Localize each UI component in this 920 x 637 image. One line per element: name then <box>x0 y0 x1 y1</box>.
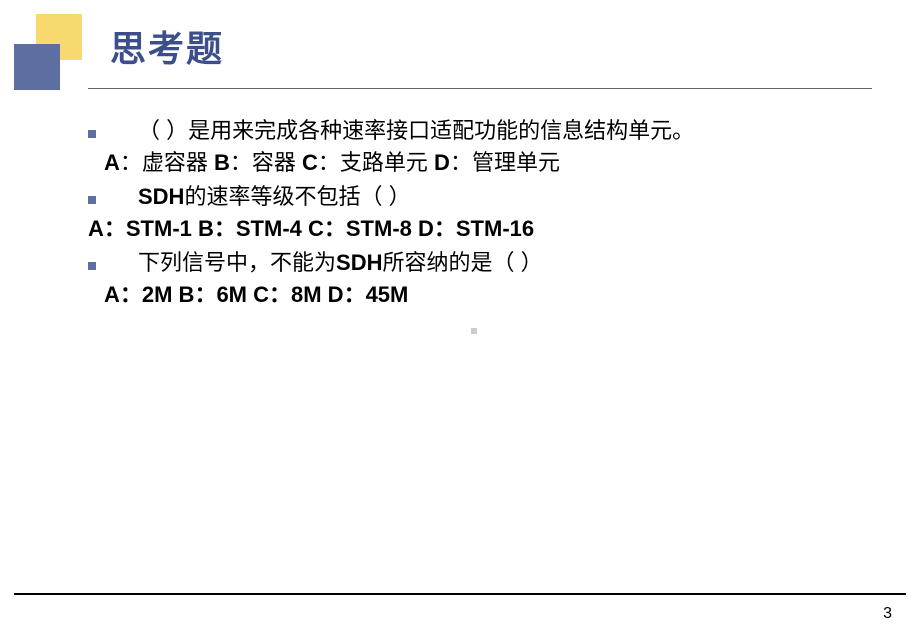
slide-title: 思考题 <box>110 20 224 72</box>
question-3: 下列信号中，不能为SDH所容纳的是（ ） A：2M B：6M C：8M D：45… <box>88 247 860 311</box>
question-text: （ ）是用来完成各种速率接口适配功能的信息结构单元。 <box>138 115 694 147</box>
bullet-icon <box>88 130 96 138</box>
gray-bullet-row <box>88 321 860 339</box>
gray-bullet-icon <box>471 328 477 334</box>
bullet-icon <box>88 262 96 270</box>
question-text: SDH的速率等级不包括（ ） <box>138 181 411 213</box>
slide-container: 思考题 （ ）是用来完成各种速率接口适配功能的信息结构单元。 A：虚容器 B：容… <box>0 0 920 637</box>
content-area: （ ）是用来完成各种速率接口适配功能的信息结构单元。 A：虚容器 B：容器 C：… <box>88 115 860 339</box>
question-1: （ ）是用来完成各种速率接口适配功能的信息结构单元。 A：虚容器 B：容器 C：… <box>88 115 860 179</box>
question-line: SDH的速率等级不包括（ ） <box>88 181 860 213</box>
corner-decoration <box>0 0 100 90</box>
options-line: A：STM-1 B：STM-4 C：STM-8 D：STM-16 <box>88 213 860 245</box>
bullet-icon <box>88 196 96 204</box>
options-line: A：虚容器 B：容器 C：支路单元 D：管理单元 <box>104 147 860 179</box>
bottom-divider <box>14 593 906 595</box>
page-number: 3 <box>883 605 892 623</box>
blue-square <box>14 44 60 90</box>
options-line: A：2M B：6M C：8M D：45M <box>104 279 860 311</box>
title-divider <box>88 88 872 89</box>
question-2: SDH的速率等级不包括（ ） A：STM-1 B：STM-4 C：STM-8 D… <box>88 181 860 245</box>
question-line: 下列信号中，不能为SDH所容纳的是（ ） <box>88 247 860 279</box>
question-line: （ ）是用来完成各种速率接口适配功能的信息结构单元。 <box>88 115 860 147</box>
question-text: 下列信号中，不能为SDH所容纳的是（ ） <box>138 247 543 279</box>
